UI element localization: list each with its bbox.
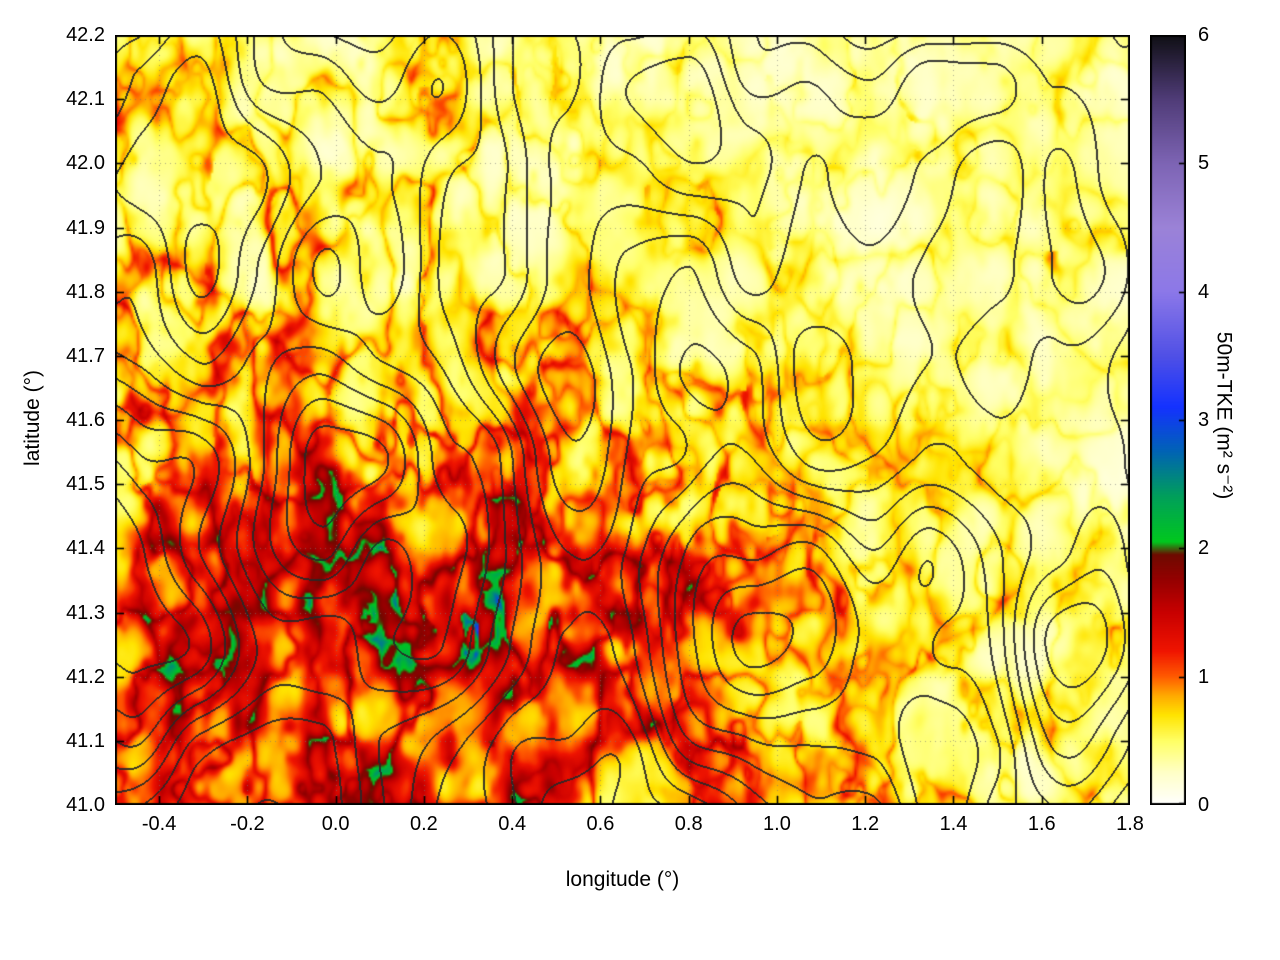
x-tick-label: 1.8 [1116,813,1144,835]
x-tick-label: -0.4 [141,813,177,835]
y-tick-label: 42.1 [66,88,105,111]
x-tick-label: 0.8 [674,813,703,835]
colorbar-tick-label: 3 [1198,409,1210,431]
y-tick-label: 41.3 [66,601,105,624]
tke-heatmap-with-terrain-contours [115,35,1130,805]
x-tick-label: -0.2 [230,813,265,835]
y-tick-label: 41.9 [66,216,105,239]
x-tick-label: 0.6 [586,813,615,835]
x-tick-label: 0.4 [498,813,527,835]
x-tick-label: 0.2 [410,813,438,835]
x-tick-label: 1.4 [939,813,968,835]
y-tick-label: 41.0 [66,794,105,816]
colorbar-tick-label: 5 [1198,152,1210,175]
y-tick-label: 42.0 [66,152,105,175]
y-tick-label: 41.5 [66,473,105,496]
y-tick-label: 42.2 [66,24,105,46]
x-tick-label: 1.6 [1027,813,1056,835]
x-tick-label: 1.0 [763,813,791,835]
colorbar-label: 50m-TKE (m² s⁻²) [1212,331,1236,500]
colorbar-tick-label: 2 [1198,537,1210,560]
colorbar-tick-label: 1 [1198,665,1210,688]
y-tick-label: 41.6 [66,409,105,431]
colorbar-tick-label: 6 [1198,24,1210,46]
y-tick-label: 41.2 [66,665,105,688]
y-tick-label: 41.7 [66,344,105,367]
x-tick-label: 1.2 [851,813,880,835]
colorbar-tick-label: 4 [1198,280,1210,303]
y-tick-label: 41.1 [66,729,105,752]
y-tick-label: 41.4 [66,537,105,560]
y-tick-label: 41.8 [66,280,105,303]
colorbar [1150,35,1186,805]
colorbar-tick-label: 0 [1198,794,1210,816]
x-tick-label: 0.0 [321,813,350,835]
x-axis-label: longitude (°) [565,868,680,891]
